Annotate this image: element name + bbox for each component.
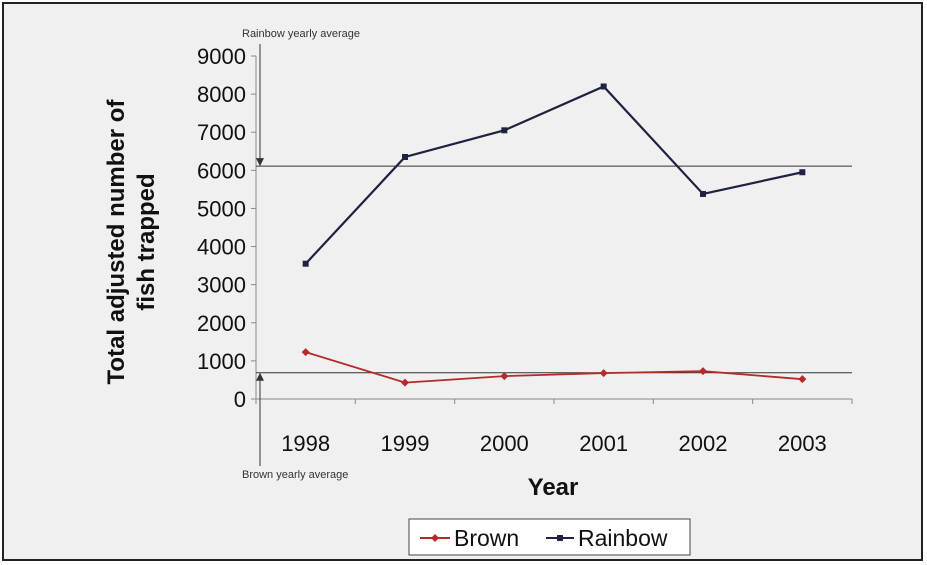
legend-rainbow-marker xyxy=(557,535,563,541)
brown-series-line xyxy=(305,351,803,384)
y-axis-label-line1: Total adjusted number of xyxy=(103,99,130,385)
rainbow-data-point xyxy=(700,190,706,197)
y-tick-label: 4000 xyxy=(197,235,246,260)
rainbow-data-point xyxy=(302,260,309,267)
brown-data-point xyxy=(599,369,608,378)
y-axis-label-line2: fish trapped xyxy=(133,173,160,310)
rainbow-average-arrowhead xyxy=(256,158,264,167)
brown-average-arrowhead xyxy=(256,372,264,381)
rainbow-series-line xyxy=(304,85,803,265)
y-tick-label: 5000 xyxy=(197,196,246,221)
legend: Brown Rainbow xyxy=(408,518,691,556)
y-tick-label: 9000 xyxy=(197,44,246,69)
x-tick-label: 2001 xyxy=(579,431,628,456)
legend-brown-label: Brown xyxy=(454,525,519,551)
y-tick-label: 0 xyxy=(234,387,246,412)
x-axis-label: Year xyxy=(528,474,579,501)
rainbow-average-annotation: Rainbow yearly average xyxy=(242,28,360,40)
line-chart: 0 1000 2000 3000 4000 5000 6000 7000 8000 9000 19… xyxy=(103,28,853,556)
rainbow-data-point xyxy=(600,83,607,90)
legend-brown-marker xyxy=(431,534,439,542)
rainbow-data-point xyxy=(799,169,806,176)
brown-data-point xyxy=(500,372,509,381)
legend-rainbow-label: Rainbow xyxy=(578,525,668,551)
x-tick-label: 2002 xyxy=(679,431,728,456)
y-tick-label: 1000 xyxy=(197,349,246,374)
x-tick-label: 2000 xyxy=(480,431,529,456)
rainbow-data-point xyxy=(501,127,508,134)
y-tick-label: 8000 xyxy=(197,82,246,107)
brown-data-point xyxy=(401,378,409,387)
y-tick-label: 2000 xyxy=(197,311,246,336)
brown-average-annotation: Brown yearly average xyxy=(242,469,348,481)
x-tick-label: 1999 xyxy=(381,431,430,456)
y-tick-label: 6000 xyxy=(197,158,246,183)
brown-data-point xyxy=(798,375,807,384)
brown-data-point xyxy=(301,348,310,357)
x-tick-label: 2003 xyxy=(778,431,827,456)
y-tick-label: 3000 xyxy=(197,273,246,298)
y-tick-label: 7000 xyxy=(197,120,246,145)
rainbow-data-point xyxy=(402,153,408,160)
x-tick-label: 1998 xyxy=(281,431,330,456)
brown-data-point xyxy=(699,367,707,376)
